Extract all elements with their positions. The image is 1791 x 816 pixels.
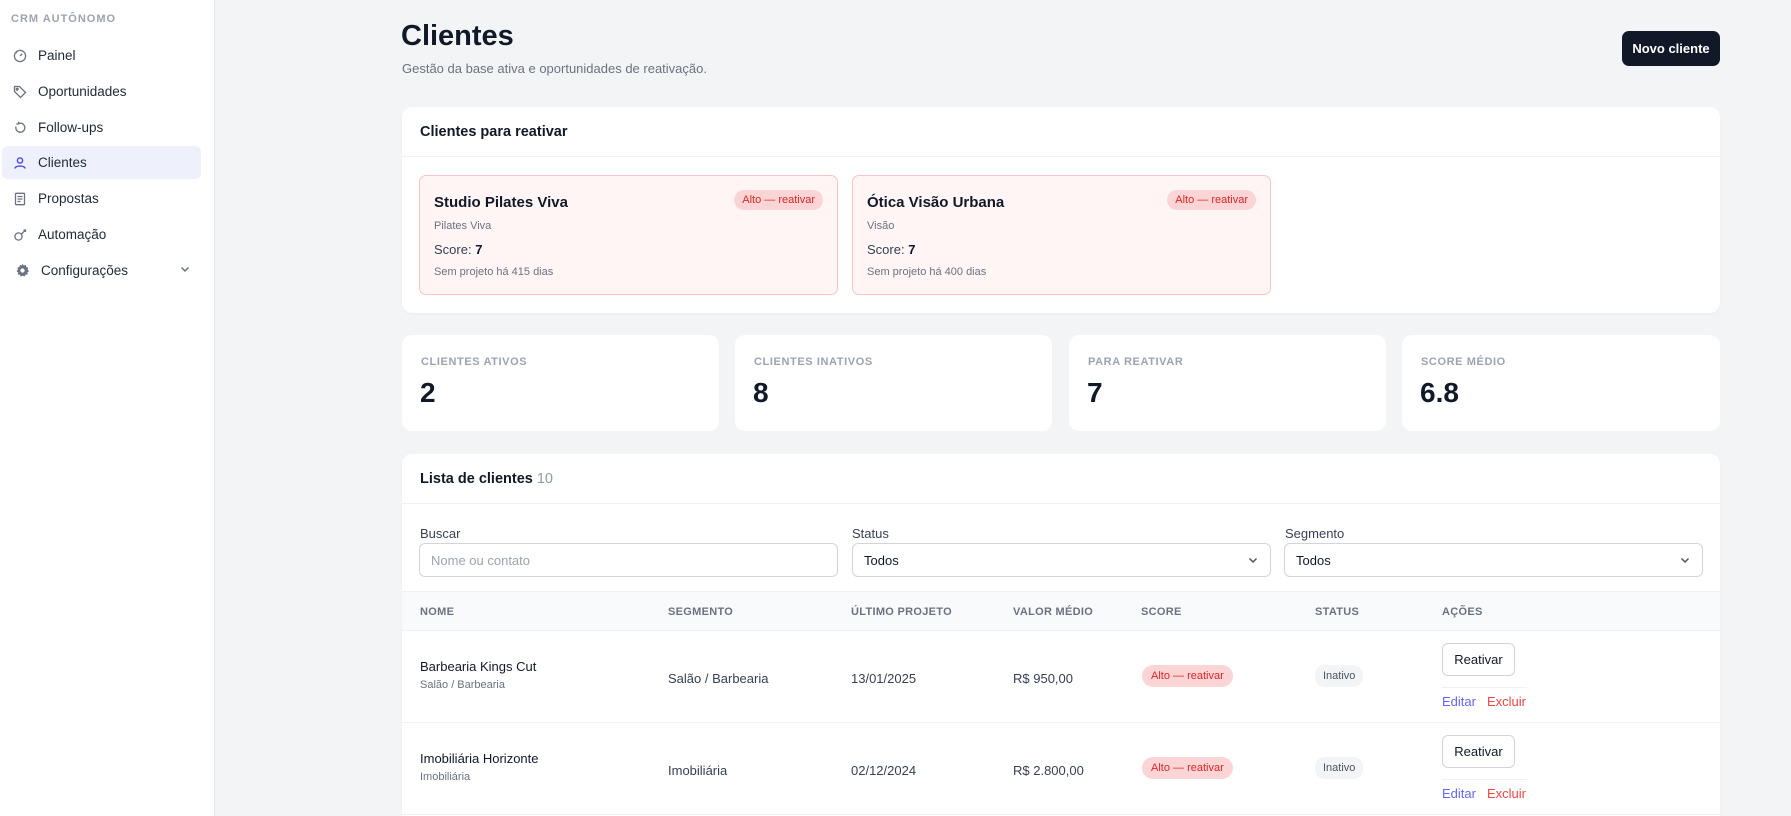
reactivate-panel: Clientes para reativar Studio Pilates Vi… <box>402 107 1720 313</box>
stat-value: 7 <box>1087 377 1103 408</box>
sidebar-item-label: Painel <box>38 48 76 63</box>
brand-label: CRM AUTÔNOMO <box>11 13 117 25</box>
client-score: Score: 7 <box>867 242 916 257</box>
client-name: Barbearia Kings Cut <box>420 659 537 674</box>
page-subtitle: Gestão da base ativa e oportunidades de … <box>402 61 707 76</box>
sidebar-item-automacao[interactable]: Automação <box>2 218 201 251</box>
sidebar-item-propostas[interactable]: Propostas <box>2 182 201 215</box>
segment-label: Segmento <box>1285 526 1345 541</box>
status-label: Status <box>852 526 889 541</box>
reactivate-button[interactable]: Reativar <box>1442 643 1515 676</box>
edit-link[interactable]: Editar <box>1442 786 1476 801</box>
document-icon <box>12 191 27 206</box>
last-project-date: 13/01/2025 <box>851 671 917 686</box>
client-name: Studio Pilates Viva <box>434 194 568 211</box>
reactivate-card[interactable]: Ótica Visão Urbana Alto — reativar Visão… <box>852 175 1271 295</box>
stat-label: CLIENTES ATIVOS <box>421 356 528 368</box>
page-title: Clientes <box>401 20 514 52</box>
stat-label: SCORE MÉDIO <box>1421 356 1506 368</box>
refresh-icon <box>12 120 27 135</box>
client-subtitle: Pilates Viva <box>434 220 492 232</box>
client-score: Score: 7 <box>434 242 483 257</box>
column-header: VALOR MÉDIO <box>1013 606 1094 618</box>
client-name: Imobiliária Horizonte <box>420 751 539 766</box>
client-list-panel: Lista de clientes 10 Buscar Nome ou conta… <box>402 454 1720 816</box>
sidebar-item-label: Propostas <box>38 191 99 206</box>
stat-average-score: SCORE MÉDIO 6.8 <box>1402 335 1720 431</box>
sidebar-item-configuracoes[interactable]: Configurações <box>2 254 201 287</box>
chevron-down-icon <box>1679 554 1691 569</box>
user-icon <box>12 155 27 170</box>
status-select[interactable]: Todos <box>852 543 1271 577</box>
automation-icon <box>12 227 27 242</box>
client-list-title: Lista de clientes 10 <box>402 454 1720 504</box>
score-badge: Alto — reativar <box>1142 757 1233 779</box>
delete-link[interactable]: Excluir <box>1487 786 1527 801</box>
status-badge: Inativo <box>1315 665 1364 687</box>
column-header: SEGMENTO <box>668 606 734 618</box>
sidebar-item-label: Oportunidades <box>38 84 127 99</box>
sidebar-item-follow-ups[interactable]: Follow-ups <box>2 111 201 144</box>
search-label: Buscar <box>420 526 461 541</box>
column-header: STATUS <box>1315 606 1360 618</box>
new-client-button[interactable]: Novo cliente <box>1622 31 1720 66</box>
sidebar: CRM AUTÔNOMO Painel Oportunidades Follow… <box>0 0 215 816</box>
gauge-icon <box>12 48 27 63</box>
chevron-down-icon <box>1247 554 1259 569</box>
actions-divider <box>1442 779 1527 780</box>
sidebar-item-label: Automação <box>38 227 107 242</box>
edit-link[interactable]: Editar <box>1442 694 1476 709</box>
stat-to-reactivate: PARA REATIVAR 7 <box>1069 335 1386 431</box>
client-subtitle: Imobiliária <box>420 771 471 783</box>
score-badge: Alto — reativar <box>734 190 823 210</box>
column-header: NOME <box>420 606 455 618</box>
stat-value: 8 <box>753 377 769 408</box>
column-header: SCORE <box>1141 606 1182 618</box>
client-subtitle: Salão / Barbearia <box>420 679 505 691</box>
sidebar-item-label: Follow-ups <box>38 120 104 135</box>
table-row: Imobiliária Horizonte Imobiliária Imobil… <box>402 723 1720 815</box>
actions-divider <box>1442 687 1527 688</box>
client-segment: Imobiliária <box>668 763 728 778</box>
client-subtitle: Visão <box>867 220 895 232</box>
table-header: NOME SEGMENTO ÚLTIMO PROJETO VALOR MÉDIO… <box>402 591 1720 631</box>
client-segment: Salão / Barbearia <box>668 671 769 686</box>
table-row: Barbearia Kings Cut Salão / Barbearia Sa… <box>402 631 1720 723</box>
reactivate-button[interactable]: Reativar <box>1442 735 1515 768</box>
score-badge: Alto — reativar <box>1142 665 1233 687</box>
column-header: ÚLTIMO PROJETO <box>851 606 952 618</box>
sidebar-item-painel[interactable]: Painel <box>2 39 201 72</box>
days-since-project: Sem projeto há 400 dias <box>867 266 987 278</box>
chevron-down-icon[interactable] <box>179 263 191 278</box>
average-value: R$ 2.800,00 <box>1013 763 1084 778</box>
stat-value: 2 <box>420 377 436 408</box>
segment-select[interactable]: Todos <box>1284 543 1703 577</box>
status-badge: Inativo <box>1315 757 1364 779</box>
reactivate-panel-title: Clientes para reativar <box>402 107 1720 157</box>
stat-active-clients: CLIENTES ATIVOS 2 <box>402 335 719 431</box>
score-badge: Alto — reativar <box>1167 190 1256 210</box>
delete-link[interactable]: Excluir <box>1487 694 1527 709</box>
stat-inactive-clients: CLIENTES INATIVOS 8 <box>735 335 1052 431</box>
sidebar-item-clientes[interactable]: Clientes <box>2 146 201 179</box>
gear-icon <box>15 263 30 278</box>
days-since-project: Sem projeto há 415 dias <box>434 266 554 278</box>
average-value: R$ 950,00 <box>1013 671 1073 686</box>
search-input[interactable]: Nome ou contato <box>419 543 838 577</box>
client-name: Ótica Visão Urbana <box>867 194 1005 211</box>
last-project-date: 02/12/2024 <box>851 763 917 778</box>
tag-icon <box>12 84 27 99</box>
sidebar-item-label: Clientes <box>38 155 87 170</box>
sidebar-item-oportunidades[interactable]: Oportunidades <box>2 75 201 108</box>
stat-label: CLIENTES INATIVOS <box>754 356 873 368</box>
client-count: 10 <box>536 470 553 487</box>
column-header: AÇÕES <box>1442 606 1483 618</box>
sidebar-item-label: Configurações <box>41 263 129 278</box>
reactivate-card[interactable]: Studio Pilates Viva Alto — reativar Pila… <box>419 175 838 295</box>
stat-value: 6.8 <box>1420 377 1459 408</box>
stat-label: PARA REATIVAR <box>1088 356 1184 368</box>
